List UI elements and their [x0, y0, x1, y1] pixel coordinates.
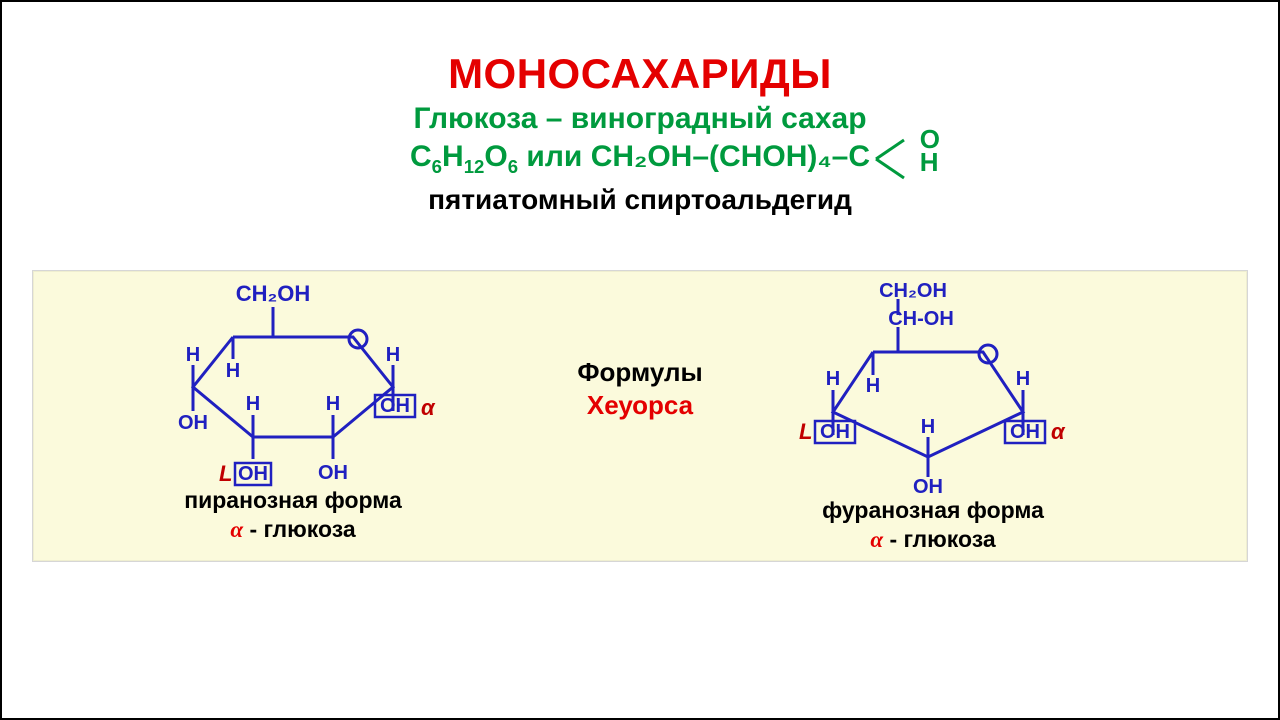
svg-text:CH₂OH: CH₂OH [879, 280, 947, 302]
svg-text:H: H [921, 416, 935, 438]
svg-text:OH: OH [820, 421, 850, 443]
header-block: МОНОСАХАРИДЫ Глюкоза – виноградный сахар… [2, 50, 1278, 216]
pyranose-structure: CH₂OH H H OH H OH H OH H OH L α [143, 277, 443, 487]
pyranose-caption-line1: пиранозная форма [163, 487, 423, 514]
svg-text:L: L [799, 419, 812, 444]
formula-h: H [442, 140, 464, 173]
furanose-caption-line2: α - глюкоза [793, 526, 1073, 553]
svg-text:OH: OH [1010, 421, 1040, 443]
svg-text:α: α [1051, 419, 1066, 444]
svg-text:H: H [246, 393, 260, 415]
haworth-label: Формулы Хеуорса [577, 357, 702, 421]
glucose-text-right: - глюкоза [883, 526, 996, 552]
svg-text:H: H [386, 344, 400, 366]
svg-text:H: H [826, 368, 840, 390]
svg-text:H: H [326, 393, 340, 415]
aldehyde-oh: OH [920, 128, 940, 175]
formula-sub6b: 6 [508, 156, 518, 177]
svg-text:OH: OH [913, 476, 943, 497]
formula-sub6: 6 [432, 156, 442, 177]
svg-text:OH: OH [238, 463, 268, 485]
formula-or: или [518, 140, 591, 173]
svg-text:H: H [186, 344, 200, 366]
definition-text: пятиатомный спиртоальдегид [2, 184, 1278, 216]
svg-text:L: L [219, 461, 232, 486]
svg-text:α: α [421, 395, 436, 420]
formula-chain: CH₂OH–(CHOH)₄–C [591, 140, 870, 173]
molecular-formula: C6H12O6 или CH₂OH–(CHOH)₄–COH [410, 140, 870, 178]
formula-sub12: 12 [464, 156, 485, 177]
slide-frame: МОНОСАХАРИДЫ Глюкоза – виноградный сахар… [0, 0, 1280, 720]
subtitle: Глюкоза – виноградный сахар [2, 102, 1278, 136]
pyranose-caption-line2: α - глюкоза [163, 516, 423, 543]
svg-text:OH: OH [178, 412, 208, 434]
formula-o: O [484, 140, 507, 173]
formula-c: C [410, 140, 432, 173]
furanose-structure: CH-OH CH₂OH H H OH H OH H OH L α [773, 277, 1083, 497]
alpha-symbol-left: α [230, 517, 243, 542]
structures-panel: Формулы Хеуорса CH₂OH H H OH [32, 270, 1248, 562]
pyranose-caption: пиранозная форма α - глюкоза [163, 487, 423, 543]
alpha-symbol-right: α [870, 527, 883, 552]
svg-text:H: H [226, 360, 240, 382]
aldehyde-bracket-icon [874, 134, 910, 184]
main-title: МОНОСАХАРИДЫ [2, 50, 1278, 98]
furanose-caption: фуранозная форма α - глюкоза [793, 497, 1073, 553]
formula-word: Формулы [577, 357, 702, 388]
svg-text:H: H [1016, 368, 1030, 390]
furanose-caption-line1: фуранозная форма [793, 497, 1073, 524]
svg-text:H: H [866, 375, 880, 397]
svg-text:OH: OH [380, 395, 410, 417]
glucose-text-left: - глюкоза [243, 516, 356, 542]
ch2oh-label: CH₂OH [236, 281, 311, 306]
cho-h: H [920, 147, 939, 177]
haworth-name: Хеуорса [577, 390, 702, 421]
svg-text:OH: OH [318, 462, 348, 484]
